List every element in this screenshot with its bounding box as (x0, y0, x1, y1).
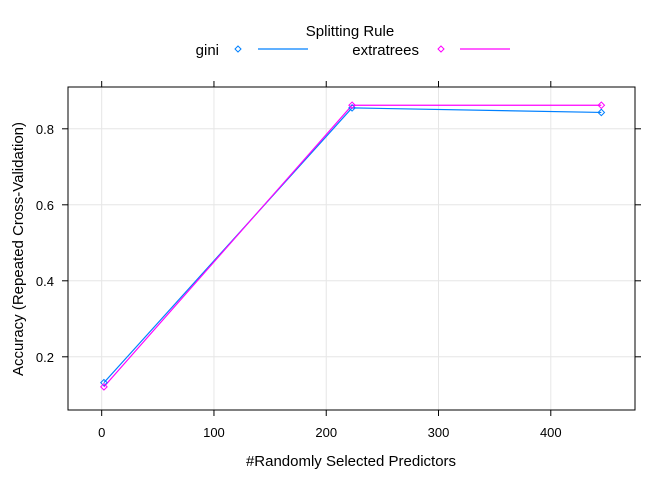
data-point-extratrees (348, 101, 356, 110)
y-tick-label: 0.6 (36, 198, 54, 213)
data-point-extratrees (100, 382, 108, 391)
y-tick-label: 0.8 (36, 122, 54, 137)
data-point-gini (100, 378, 108, 387)
series-points (100, 101, 606, 391)
legend-entry-extratrees: extratrees (352, 42, 510, 59)
legend-marker (437, 45, 445, 53)
grid (68, 87, 635, 410)
plot-background (68, 87, 635, 410)
x-axis: 0 100 200 300 400 (98, 81, 562, 440)
x-tick-label: 100 (203, 425, 225, 440)
legend-marker (234, 45, 242, 53)
y-axis: 0.2 0.4 0.6 0.8 (36, 122, 641, 365)
y-tick-label: 0.4 (36, 274, 54, 289)
x-tick-label: 300 (428, 425, 450, 440)
plot-area (67, 86, 636, 411)
legend-entry-gini: gini (196, 42, 308, 59)
x-tick-label: 400 (540, 425, 562, 440)
legend: Splitting Rule gini extratrees (196, 23, 510, 59)
legend-label: extratrees (352, 42, 419, 59)
y-tick-label: 0.2 (36, 350, 54, 365)
data-point-gini (597, 108, 606, 117)
x-tick-label: 0 (98, 425, 105, 440)
legend-label: gini (196, 42, 219, 59)
legend-title: Splitting Rule (306, 23, 394, 40)
plot-border (67, 86, 636, 411)
data-point-extratrees (597, 101, 606, 110)
x-axis-label: #Randomly Selected Predictors (246, 453, 456, 470)
x-tick-label: 200 (315, 425, 337, 440)
y-axis-label: Accuracy (Repeated Cross-Validation) (10, 122, 27, 376)
